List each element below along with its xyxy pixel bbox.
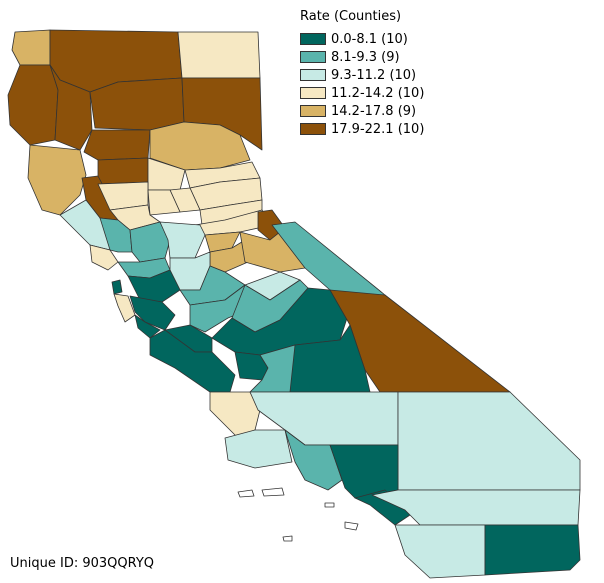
legend-label: 17.9-22.1 (10)	[331, 121, 425, 137]
county-humboldt	[7, 64, 59, 146]
county-glenn	[97, 157, 149, 185]
county-imperial	[484, 524, 581, 576]
legend-label: 8.1-9.3 (9)	[331, 49, 400, 65]
county-tehama	[83, 129, 151, 161]
channel-island	[237, 489, 255, 498]
channel-island	[324, 502, 335, 508]
map-legend: Rate (Counties) 0.0-8.1 (10) 8.1-9.3 (9)…	[300, 9, 424, 138]
legend-item: 8.1-9.3 (9)	[300, 48, 424, 66]
county-monterey	[149, 329, 236, 393]
county-san-diego	[394, 524, 486, 579]
county-mendocino	[27, 144, 87, 216]
county-del-norte	[11, 29, 51, 66]
channel-island	[261, 487, 285, 497]
legend-swatch	[300, 123, 326, 135]
county-los-angeles	[329, 444, 399, 499]
legend-swatch	[300, 87, 326, 99]
county-sutter	[147, 189, 181, 216]
county-plumas	[149, 121, 251, 171]
legend-item: 17.9-22.1 (10)	[300, 120, 424, 138]
legend-swatch	[300, 69, 326, 81]
county-ventura	[284, 429, 343, 491]
county-fresno	[211, 287, 349, 356]
legend-label: 14.2-17.8 (9)	[331, 103, 417, 119]
county-orange	[354, 489, 411, 526]
legend-label: 0.0-8.1 (10)	[331, 31, 408, 47]
county-modoc	[177, 31, 261, 79]
legend-label: 9.3-11.2 (10)	[331, 67, 417, 83]
legend-swatch	[300, 51, 326, 63]
county-santa-barbara	[224, 429, 293, 469]
county-san-francisco	[111, 279, 123, 295]
county-trinity	[49, 64, 93, 151]
channel-island	[282, 535, 293, 542]
legend-title: Rate (Counties)	[300, 9, 402, 24]
legend-item: 9.3-11.2 (10)	[300, 66, 424, 84]
legend-item: 0.0-8.1 (10)	[300, 30, 424, 48]
county-santa-clara	[129, 295, 176, 331]
unique-id-label: Unique ID: 903QQRYQ	[10, 556, 154, 571]
county-san-bernardino	[397, 391, 581, 491]
county-marin	[89, 244, 119, 271]
channel-island	[344, 521, 359, 531]
legend-label: 11.2-14.2 (10)	[331, 85, 425, 101]
county-santa-cruz	[134, 314, 161, 339]
legend-item: 14.2-17.8 (9)	[300, 102, 424, 120]
legend-swatch	[300, 33, 326, 45]
legend-item: 11.2-14.2 (10)	[300, 84, 424, 102]
legend-swatch	[300, 105, 326, 117]
county-san-mateo	[113, 293, 136, 323]
